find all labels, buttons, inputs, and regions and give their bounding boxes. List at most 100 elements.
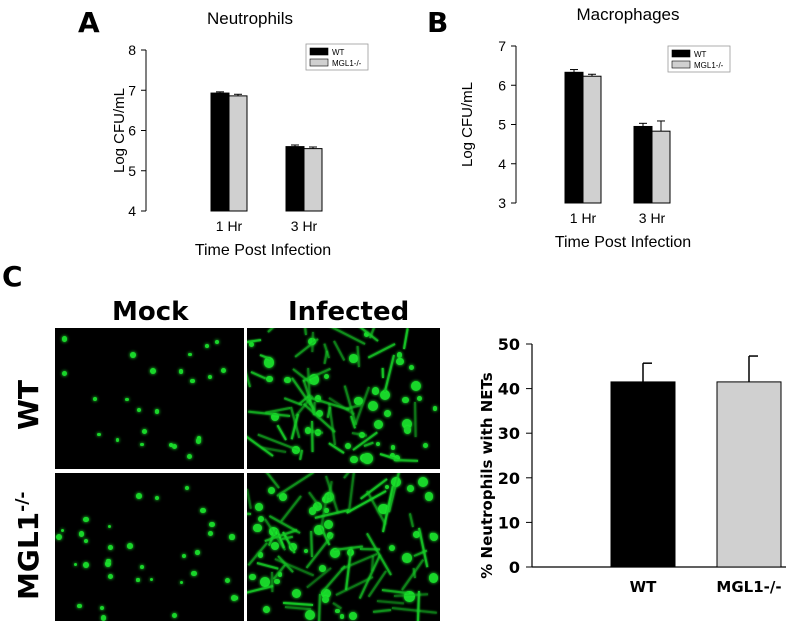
cell-dot <box>137 407 142 413</box>
cell-dot <box>384 484 389 489</box>
cell-dot <box>171 443 178 450</box>
net-strand <box>356 346 361 368</box>
bar-mgl1 <box>228 95 248 212</box>
cell-dot <box>345 443 352 450</box>
panel-label-c: C <box>2 260 23 293</box>
cell-dot <box>401 553 412 564</box>
cell-dot <box>411 380 422 391</box>
bar-wt <box>610 381 676 568</box>
column-header-infected: Infected <box>288 297 410 327</box>
y-tick-label: 50 <box>498 335 520 354</box>
cell-dot <box>315 409 323 417</box>
cell-dot <box>136 493 142 499</box>
y-tick-label: 4 <box>498 156 506 172</box>
y-tick-label: 6 <box>128 123 136 139</box>
cell-dot <box>181 553 187 559</box>
net-strand <box>247 347 251 387</box>
cell-dot <box>62 370 68 377</box>
micrograph-mgl1-mock <box>55 473 244 621</box>
cell-dot <box>140 443 144 447</box>
cell-dot <box>429 532 438 541</box>
cell-dot <box>196 435 201 441</box>
cell-dot <box>417 395 423 401</box>
cell-dot <box>257 516 264 523</box>
cell-dot <box>77 603 82 609</box>
cell-dot <box>314 525 324 536</box>
cell-dot <box>224 578 231 584</box>
legend-label: MGL1-/- <box>694 61 724 70</box>
legend-label: MGL1-/- <box>332 59 362 68</box>
net-strand <box>328 403 337 446</box>
cell-dot <box>417 477 429 488</box>
panel-label-b: B <box>427 6 449 39</box>
cell-dot <box>390 453 395 459</box>
legend-label: WT <box>694 50 707 59</box>
cell-dot <box>390 445 396 451</box>
cell-dot <box>191 570 197 577</box>
cell-dot <box>142 429 148 435</box>
x-tick-label: 1 Hr <box>570 210 597 226</box>
cell-dot <box>268 486 276 494</box>
cell-dot <box>83 516 89 523</box>
cell-dot <box>350 455 358 464</box>
net-strand <box>358 328 379 342</box>
cell-dot <box>367 400 378 412</box>
cell-dot <box>308 507 317 515</box>
cell-dot <box>73 562 78 567</box>
legend-label: WT <box>332 48 345 57</box>
cell-dot <box>319 565 326 572</box>
y-tick-label: 6 <box>498 77 506 93</box>
net-strand <box>267 328 293 333</box>
net-strand <box>250 371 266 380</box>
cell-dot <box>155 495 160 500</box>
net-strand <box>394 458 418 462</box>
cell-dot <box>187 454 193 460</box>
cell-dot <box>188 352 192 356</box>
net-strand <box>367 342 396 359</box>
cell-dot <box>56 533 63 540</box>
y-tick-label: 7 <box>128 82 136 98</box>
cell-dot <box>380 390 391 401</box>
cell-dot <box>150 368 156 375</box>
cell-dot <box>271 541 280 550</box>
cell-dot <box>303 548 308 553</box>
y-tick-label: 40 <box>498 380 520 399</box>
micrograph-wt-mock <box>55 328 244 469</box>
x-tick-label: WT <box>630 578 658 596</box>
cell-dot <box>274 578 280 585</box>
net-strand <box>376 600 404 605</box>
cell-dot <box>205 344 210 348</box>
cell-dot <box>249 573 256 580</box>
column-header-mock: Mock <box>112 297 189 327</box>
net-strand <box>301 328 307 336</box>
y-tick-label: 20 <box>498 469 520 488</box>
micrograph-mgl1-infected <box>247 473 440 621</box>
net-strand <box>247 585 274 599</box>
net-strand <box>249 473 281 489</box>
cell-dot <box>230 595 237 602</box>
x-axis-label: Time Post Infection <box>555 234 691 251</box>
cell-dot <box>409 364 415 371</box>
cell-dot <box>364 331 369 337</box>
cell-dot <box>207 530 213 536</box>
y-axis-label: % Neutrophils with NETs <box>478 372 496 578</box>
x-tick-label: 3 Hr <box>639 210 666 226</box>
cell-dot <box>330 547 340 558</box>
bar-mgl1 <box>651 130 671 204</box>
y-tick-label: 8 <box>128 42 136 58</box>
cell-dot <box>308 373 320 385</box>
cell-dot <box>195 438 202 445</box>
cell-dot <box>253 524 262 533</box>
cell-dot <box>407 485 415 492</box>
cell-dot <box>248 342 255 348</box>
net-strand <box>363 441 374 448</box>
cell-dot <box>422 442 428 448</box>
cell-dot <box>257 552 264 558</box>
y-tick-label: 0 <box>509 558 520 577</box>
cell-dot <box>263 606 271 614</box>
cell-dot <box>179 581 183 585</box>
neutrophils-chart: Neutrophils 4 5 6 7 8 Log CFU/mL 1 Hr 3 Hr Time P… <box>111 9 369 259</box>
cell-dot <box>401 396 409 404</box>
microscopy-grid: Mock Infected WT MGL1-/- <box>0 295 440 625</box>
cell-dot <box>169 443 174 448</box>
